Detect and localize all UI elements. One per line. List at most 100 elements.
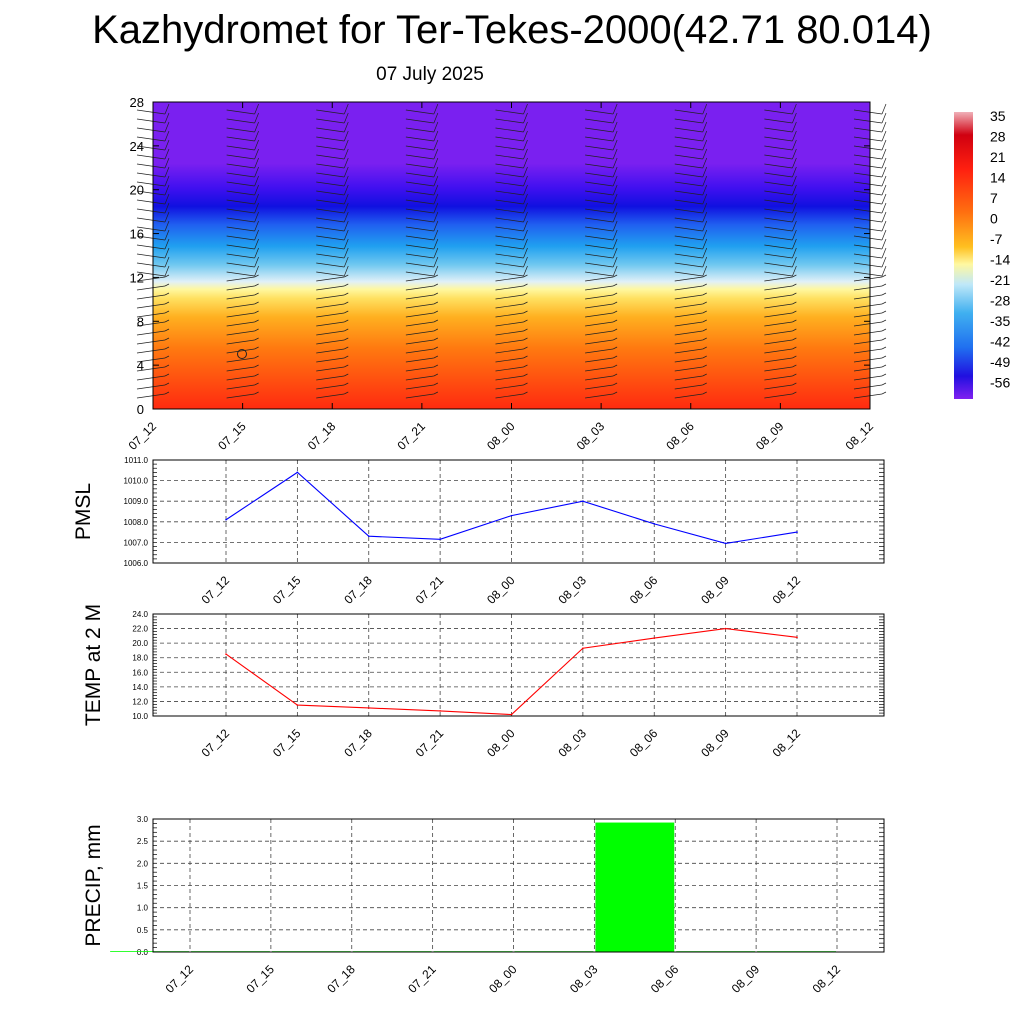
wind-barb-flag bbox=[344, 292, 349, 296]
wind-barb-flag bbox=[344, 391, 349, 395]
wind-barb bbox=[136, 276, 166, 282]
wind-barb bbox=[495, 312, 524, 318]
wind-barb-flag bbox=[344, 274, 349, 278]
colorbar-label: 0 bbox=[990, 211, 998, 227]
wind-barb bbox=[764, 154, 793, 160]
wind-barb bbox=[674, 276, 703, 282]
wind-barb bbox=[405, 190, 434, 196]
wind-barb-flag bbox=[343, 157, 349, 169]
series-point bbox=[225, 518, 227, 521]
wind-barb bbox=[674, 190, 703, 196]
wind-barb bbox=[585, 154, 614, 160]
wind-barb-flag bbox=[343, 121, 349, 133]
wind-barb-flag bbox=[702, 265, 708, 277]
wind-barb-flag bbox=[792, 355, 797, 359]
wind-barb-flag bbox=[612, 229, 618, 241]
series-point bbox=[653, 637, 656, 639]
ytick-label: 3.0 bbox=[137, 815, 149, 824]
wind-barb bbox=[495, 348, 524, 354]
wind-barb-flag bbox=[254, 310, 259, 314]
wind-barb bbox=[674, 321, 703, 327]
wind-barb-flag bbox=[164, 184, 170, 196]
wind-barb bbox=[674, 154, 703, 160]
heatmap-xtick-label: 07_12 bbox=[126, 419, 160, 453]
series-point bbox=[510, 514, 513, 517]
wind-barb bbox=[405, 366, 434, 372]
wind-barb bbox=[585, 312, 614, 318]
wind-barb bbox=[585, 181, 614, 187]
wind-barb-flag bbox=[254, 112, 259, 124]
wind-barb-flag bbox=[523, 274, 528, 278]
wind-barb bbox=[585, 285, 614, 291]
wind-barb-flag bbox=[344, 355, 349, 359]
wind-barb-flag bbox=[792, 373, 797, 377]
wind-barb bbox=[316, 253, 345, 259]
wind-barb bbox=[316, 127, 345, 133]
wind-barb bbox=[136, 208, 166, 214]
wind-barb-flag bbox=[523, 364, 528, 368]
wind-barb-flag bbox=[523, 202, 528, 214]
heatmap-xtick-label: 07_18 bbox=[305, 419, 339, 453]
wind-barb-flag bbox=[792, 139, 797, 151]
wind-barb-flag bbox=[164, 193, 170, 205]
wind-barb bbox=[853, 348, 883, 354]
wind-barb-flag bbox=[164, 292, 170, 296]
wind-barb-flag bbox=[881, 382, 887, 386]
wind-barb-flag bbox=[164, 328, 170, 332]
wind-barb bbox=[316, 366, 345, 372]
wind-barb-flag bbox=[433, 130, 439, 142]
wind-barb-flag bbox=[612, 202, 618, 214]
wind-barb-flag bbox=[523, 148, 528, 160]
wind-barb-flag bbox=[523, 337, 528, 341]
wind-barb-flag bbox=[792, 166, 797, 178]
heatmap-xtick-label: 08_09 bbox=[753, 419, 787, 453]
wind-barb-flag bbox=[164, 130, 170, 142]
wind-barb bbox=[764, 118, 793, 124]
wind-barb-flag bbox=[881, 364, 887, 368]
wind-barb bbox=[226, 384, 255, 390]
series-point bbox=[296, 471, 299, 474]
series-point bbox=[796, 636, 798, 639]
wind-barb-flag bbox=[702, 121, 708, 133]
wind-barb-flag bbox=[612, 391, 618, 395]
wind-barb-flag bbox=[523, 265, 528, 277]
wind-barb-flag bbox=[702, 382, 707, 386]
wind-barb-flag bbox=[612, 328, 618, 332]
wind-barb-flag bbox=[254, 391, 259, 395]
wind-barb bbox=[495, 253, 524, 259]
wind-barb-flag bbox=[881, 103, 887, 115]
wind-barb bbox=[316, 217, 345, 223]
wind-barb bbox=[316, 271, 345, 277]
wind-barb bbox=[585, 366, 614, 372]
wind-barb bbox=[585, 271, 614, 277]
heatmap-xtick-label: 08_03 bbox=[574, 419, 608, 453]
wind-barb-flag bbox=[254, 238, 259, 250]
heatmap-ytick-label: 16 bbox=[130, 227, 144, 242]
wind-barb-flag bbox=[523, 157, 528, 169]
wind-barb-flag bbox=[254, 103, 259, 115]
wind-barb bbox=[226, 312, 255, 318]
wind-barb-flag bbox=[612, 382, 618, 386]
series-point bbox=[225, 653, 227, 655]
heatmap-field bbox=[153, 102, 870, 409]
wind-barb bbox=[495, 384, 524, 390]
heatmap-panel: 0 4 8 12 16 20 24 28 07_12 07_15 07_18 07_21 08_00 08… bbox=[126, 95, 887, 453]
wind-barb-flag bbox=[612, 238, 618, 250]
wind-barb bbox=[585, 303, 614, 309]
xtick-label: 07_18 bbox=[341, 726, 375, 760]
y-axis-title: PMSL bbox=[72, 483, 95, 540]
wind-barb bbox=[764, 181, 793, 187]
wind-barb bbox=[226, 330, 255, 336]
wind-barb bbox=[585, 208, 614, 214]
wind-barb-flag bbox=[881, 175, 887, 187]
wind-barb-flag bbox=[612, 193, 618, 205]
wind-barb-flag bbox=[343, 220, 349, 232]
wind-barb-flag bbox=[881, 301, 887, 305]
wind-barb-flag bbox=[254, 193, 259, 205]
wind-barb bbox=[853, 303, 883, 309]
wind-barb-flag bbox=[612, 148, 618, 160]
wind-barb-flag bbox=[164, 382, 170, 386]
colorbar-label: 35 bbox=[990, 108, 1006, 124]
wind-barb-flag bbox=[343, 112, 349, 124]
wind-barb bbox=[405, 312, 434, 318]
